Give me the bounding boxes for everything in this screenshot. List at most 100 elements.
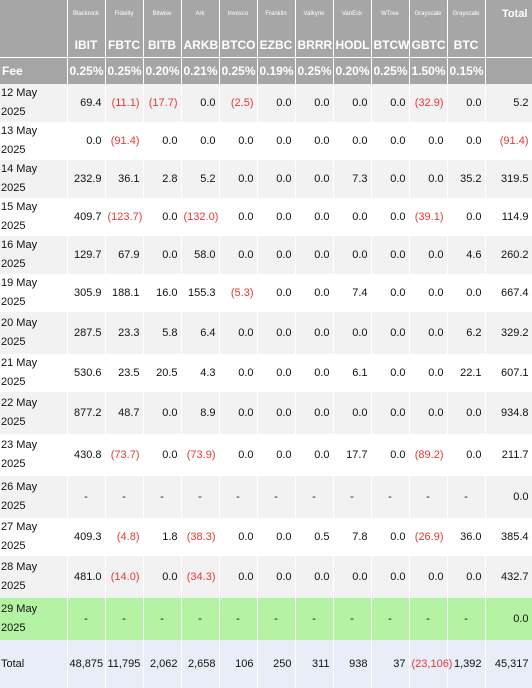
flow-cell: 36.1 <box>105 160 144 198</box>
flow-cell: - <box>333 476 372 518</box>
ticker-header[interactable]: BTCO <box>219 27 258 57</box>
flow-cell: 0.0 <box>295 392 334 434</box>
fee-cell: 0.25% <box>105 56 144 84</box>
date-cell: 12 May 2025 <box>0 84 68 122</box>
flow-cell: 22.1 <box>447 354 486 392</box>
flow-cell: 0.0 <box>371 122 410 160</box>
flow-cell: 0.0 <box>409 274 448 312</box>
flow-cell: 0.0 <box>143 236 182 274</box>
flow-cell: 0.0 <box>67 122 106 160</box>
flow-cell: - <box>219 598 258 640</box>
flow-cell: 0.0 <box>371 434 410 476</box>
flow-cell: 0.0 <box>219 122 258 160</box>
ticker-header[interactable]: GBTC <box>409 27 448 57</box>
fee-cell: 0.25% <box>67 56 106 84</box>
fee-cell: 0.15% <box>447 56 486 84</box>
flow-cell: (89.2) <box>409 434 448 476</box>
flow-cell: (32.9) <box>409 84 448 122</box>
flow-cell: 0.0 <box>447 198 486 236</box>
table-row[interactable]: 27 May 2025 409.3 (4.8) 1.8 (38.3) 0.0 0.0 0.5 7… <box>0 518 532 556</box>
table-row[interactable]: 22 May 2025 877.2 48.7 0.0 8.9 0.0 0.0 0.0 0.0 0.… <box>0 392 532 434</box>
total-cell: 2,062 <box>143 640 182 688</box>
flow-cell: 67.9 <box>105 236 144 274</box>
row-total-cell: 0.0 <box>485 476 532 518</box>
total-header[interactable]: Total <box>485 0 532 27</box>
flow-cell: - <box>447 476 486 518</box>
flow-cell: 23.5 <box>105 354 144 392</box>
flow-cell: 0.0 <box>143 434 182 476</box>
table-row[interactable]: 28 May 2025 481.0 (14.0) 0.0 (34.3) 0.0 0.0 0.0… <box>0 556 532 598</box>
table-row[interactable]: 12 May 2025 69.4 (11.1) (17.7) 0.0 (2.5) 0.0 0.… <box>0 84 532 122</box>
flow-cell: 0.0 <box>257 236 296 274</box>
row-total-cell: (91.4) <box>485 122 532 160</box>
ticker-header[interactable]: BITB <box>143 27 182 57</box>
table-body: 12 May 2025 69.4 (11.1) (17.7) 0.0 (2.5) 0.0 0.… <box>0 84 532 688</box>
flow-cell: 0.0 <box>409 312 448 354</box>
table-row[interactable]: 29 May 2025- - - - - - - - - - -0.0 <box>0 598 532 640</box>
table-row[interactable]: 15 May 2025 409.7 (123.7) 0.0 (132.0) 0.0 0.0 0… <box>0 198 532 236</box>
ticker-header[interactable]: EZBC <box>257 27 296 57</box>
table-row[interactable]: 13 May 2025 0.0 (91.4) 0.0 0.0 0.0 0.0 0.0 0.0 0.… <box>0 122 532 160</box>
ticker-header[interactable]: FBTC <box>105 27 144 57</box>
flow-cell: 4.3 <box>181 354 220 392</box>
flow-cell: - <box>67 476 106 518</box>
flow-cell: 17.7 <box>333 434 372 476</box>
flow-cell: 0.0 <box>447 122 486 160</box>
flow-cell: 0.0 <box>219 312 258 354</box>
flow-cell: (132.0) <box>181 198 220 236</box>
flow-cell: 0.0 <box>371 160 410 198</box>
flow-cell: 481.0 <box>67 556 106 598</box>
date-cell: 22 May 2025 <box>0 392 68 434</box>
ticker-header[interactable]: IBIT <box>67 27 106 57</box>
ticker-header[interactable]: ARKB <box>181 27 220 57</box>
table-row[interactable]: 16 May 2025 129.7 67.9 0.0 58.0 0.0 0.0 0.0 0.0 0… <box>0 236 532 274</box>
ticker-header[interactable]: BRRR <box>295 27 334 57</box>
flow-cell: - <box>143 598 182 640</box>
table-row[interactable]: 20 May 2025 287.5 23.3 5.8 6.4 0.0 0.0 0.0 0.0 0.… <box>0 312 532 354</box>
flow-cell: 0.0 <box>257 122 296 160</box>
row-total-cell: 934.8 <box>485 392 532 434</box>
table-row[interactable]: 21 May 2025 530.6 23.5 20.5 4.3 0.0 0.0 0.0 6.1 0… <box>0 354 532 392</box>
flow-cell: 0.0 <box>219 160 258 198</box>
date-cell: 29 May 2025 <box>0 598 68 640</box>
ticker-header[interactable]: BTC <box>447 27 486 57</box>
flow-cell: 0.0 <box>257 556 296 598</box>
flow-cell: 0.0 <box>295 434 334 476</box>
flow-cell: 0.0 <box>333 556 372 598</box>
issuer-header: WTree <box>371 0 410 27</box>
flow-cell: 0.0 <box>219 236 258 274</box>
header-filler <box>485 56 532 84</box>
fee-cell: 0.25% <box>219 56 258 84</box>
table-row[interactable]: 26 May 2025- - - - - - - - - - -0.0 <box>0 476 532 518</box>
flow-cell: 0.0 <box>295 236 334 274</box>
flow-cell: 0.0 <box>409 354 448 392</box>
flow-cell: 0.0 <box>409 236 448 274</box>
flow-cell: 20.5 <box>143 354 182 392</box>
flow-cell: 0.0 <box>371 312 410 354</box>
ticker-header[interactable]: HODL <box>333 27 372 57</box>
row-total-cell: 114.9 <box>485 198 532 236</box>
flow-cell: (38.3) <box>181 518 220 556</box>
flow-cell: 0.0 <box>409 122 448 160</box>
table-header: Blackrock Fidelity Bitwise Ark Invesco Frankl… <box>0 0 532 84</box>
flow-cell: 0.0 <box>371 84 410 122</box>
header-filler <box>485 27 532 57</box>
table-row[interactable]: 23 May 2025 430.8 (73.7) 0.0 (73.9) 0.0 0.0 0.0… <box>0 434 532 476</box>
table-row[interactable]: 14 May 2025 232.9 36.1 2.8 5.2 0.0 0.0 0.0 7.3 0.… <box>0 160 532 198</box>
fee-cell: 0.25% <box>371 56 410 84</box>
flow-cell: 0.0 <box>257 160 296 198</box>
flow-cell: 0.0 <box>447 392 486 434</box>
flow-cell: (14.0) <box>105 556 144 598</box>
flow-cell: 6.4 <box>181 312 220 354</box>
flow-cell: 0.0 <box>409 392 448 434</box>
ticker-row: IBIT FBTC BITB ARKB BTCO EZBC BRRR HODL BTCW GBTC… <box>0 27 532 57</box>
date-cell: 14 May 2025 <box>0 160 68 198</box>
header-corner <box>0 0 68 27</box>
flow-cell: - <box>333 598 372 640</box>
flow-cell: 0.0 <box>219 434 258 476</box>
issuer-header: Fidelity <box>105 0 144 27</box>
flow-cell: 58.0 <box>181 236 220 274</box>
flow-cell: 0.0 <box>371 556 410 598</box>
table-row[interactable]: 19 May 2025 305.9 188.1 16.0 155.3 (5.3) 0.0 0.… <box>0 274 532 312</box>
ticker-header[interactable]: BTCW <box>371 27 410 57</box>
